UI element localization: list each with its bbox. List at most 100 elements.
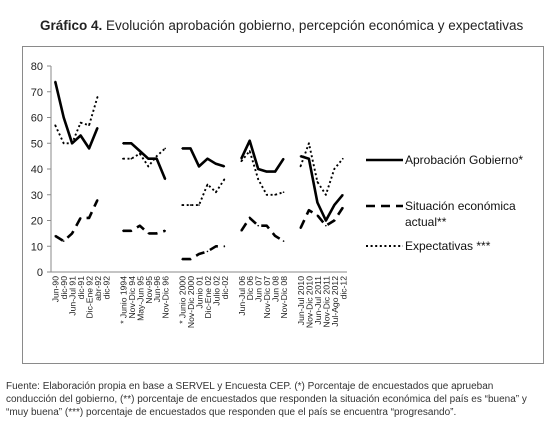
data-point-dotted <box>54 124 57 127</box>
series-line-dashed <box>122 224 166 235</box>
x-tick-label: Nov-Dic 94 <box>127 276 137 319</box>
data-point-dotted <box>164 147 166 150</box>
x-tick-label: * Junio 1994 <box>118 276 128 324</box>
data-point-solid <box>282 157 285 160</box>
series-line-solid <box>240 139 285 173</box>
data-point-dotted <box>206 183 209 186</box>
data-point-solid <box>139 150 141 152</box>
x-tick-label: Julio 02 <box>211 276 221 306</box>
data-point-dashed <box>274 235 276 237</box>
data-point-solid <box>155 157 158 160</box>
x-tick-label: Dic-Ene 02 <box>203 276 213 319</box>
data-point-dashed <box>130 230 133 232</box>
chart-title: Gráfico 4. Evolución aprobación gobierno… <box>40 18 523 33</box>
data-point-dashed <box>189 258 192 260</box>
x-tick-label: Jun-Jul 06 <box>237 276 247 316</box>
data-point-dotted <box>155 155 158 157</box>
data-point-solid <box>215 163 217 165</box>
data-point-dotted <box>316 181 319 183</box>
data-point-dotted <box>333 168 336 170</box>
data-point-solid <box>248 139 251 142</box>
x-tick-label: Nov-95 <box>144 276 154 304</box>
data-point-dotted <box>189 204 192 206</box>
y-tick-label: 30 <box>31 190 43 202</box>
data-point-dashed <box>206 250 209 253</box>
x-tick-label: dic-12 <box>338 276 348 300</box>
y-tick-label: 70 <box>31 87 43 99</box>
series-line-dashed <box>182 245 225 261</box>
x-tick-label: dic-02 <box>220 276 230 300</box>
x-tick-label: Junio 01 <box>195 276 205 309</box>
x-tick-label: Dic-Ene 92 <box>85 276 95 319</box>
data-point-dashed <box>147 232 150 235</box>
data-point-dashed <box>71 232 73 235</box>
data-point-solid <box>240 157 243 160</box>
data-point-dashed <box>164 230 166 232</box>
data-point-solid <box>223 165 226 168</box>
series-line-dotted <box>54 96 99 145</box>
data-point-dotted <box>325 193 327 196</box>
x-tick-label: Jun-Jul 2011 <box>313 276 323 325</box>
data-point-solid <box>333 204 336 206</box>
data-point-solid <box>79 134 82 137</box>
data-point-dashed <box>265 224 268 227</box>
data-point-dashed <box>62 240 65 242</box>
data-point-dotted <box>147 165 150 168</box>
data-point-dashed <box>88 217 90 219</box>
y-tick-label: 40 <box>31 164 43 176</box>
data-point-dashed <box>139 224 141 227</box>
data-point-dotted <box>299 165 302 168</box>
x-tick-label: Nov-Dic 2011 <box>321 276 331 328</box>
series-line-dotted <box>299 142 344 196</box>
data-point-solid <box>325 219 327 222</box>
data-point-dotted <box>240 160 243 163</box>
data-point-dashed <box>155 232 158 235</box>
data-point-solid <box>274 170 276 173</box>
data-point-dashed <box>257 224 260 227</box>
data-point-dashed <box>79 217 82 219</box>
data-point-dashed <box>198 253 200 255</box>
x-tick-label: Jun 07 <box>254 276 264 302</box>
source-note: Fuente: Elaboración propia en base a SER… <box>6 381 527 418</box>
data-point-solid <box>130 142 133 145</box>
data-point-dashed <box>181 258 183 260</box>
series-line-solid <box>122 142 167 180</box>
y-tick-label: 50 <box>31 138 43 150</box>
x-tick-label: Nov-Dic 08 <box>279 276 289 319</box>
x-tick-label: Jul-Ago 2012 <box>330 276 340 327</box>
y-tick-label: 80 <box>31 61 43 73</box>
data-point-dashed <box>333 219 336 222</box>
x-tick-label: Jun-Jul 2010 <box>296 276 306 325</box>
x-tick-label: Nov-Dic 07 <box>262 276 272 319</box>
series-line-dotted <box>240 150 284 196</box>
x-tick-label: abr-92 <box>93 276 103 301</box>
chart-title-prefix: Gráfico 4. <box>40 18 103 33</box>
chart-frame <box>22 46 544 364</box>
data-point-dotted <box>215 191 217 193</box>
data-point-dashed <box>308 209 310 211</box>
data-point-solid <box>299 155 302 157</box>
data-point-dotted <box>257 178 260 181</box>
y-tick-label: 20 <box>31 216 43 228</box>
series-line-dashed <box>299 206 344 229</box>
data-point-dashed <box>215 245 217 248</box>
data-point-dotted <box>96 96 99 98</box>
data-point-solid <box>96 127 99 129</box>
data-point-solid <box>147 157 150 160</box>
series-line-dashed <box>54 199 99 243</box>
data-point-dashed <box>316 214 319 217</box>
x-tick-label: Jun-96 <box>152 276 162 302</box>
data-point-dashed <box>54 235 57 237</box>
x-tick-label: Nov-Dic 2000 <box>186 276 196 328</box>
data-point-dotted <box>282 191 285 193</box>
x-tick-label: * Junio 2000 <box>178 276 188 324</box>
data-point-dashed <box>248 217 251 219</box>
x-tick-label: dic-91 <box>76 276 86 300</box>
data-point-dotted <box>223 178 226 181</box>
x-tick-label: Jun 08 <box>271 276 281 302</box>
data-point-dashed <box>282 240 285 242</box>
data-point-dotted <box>130 157 133 160</box>
x-tick-label: dic-92 <box>101 276 111 300</box>
data-point-dotted <box>265 193 268 196</box>
